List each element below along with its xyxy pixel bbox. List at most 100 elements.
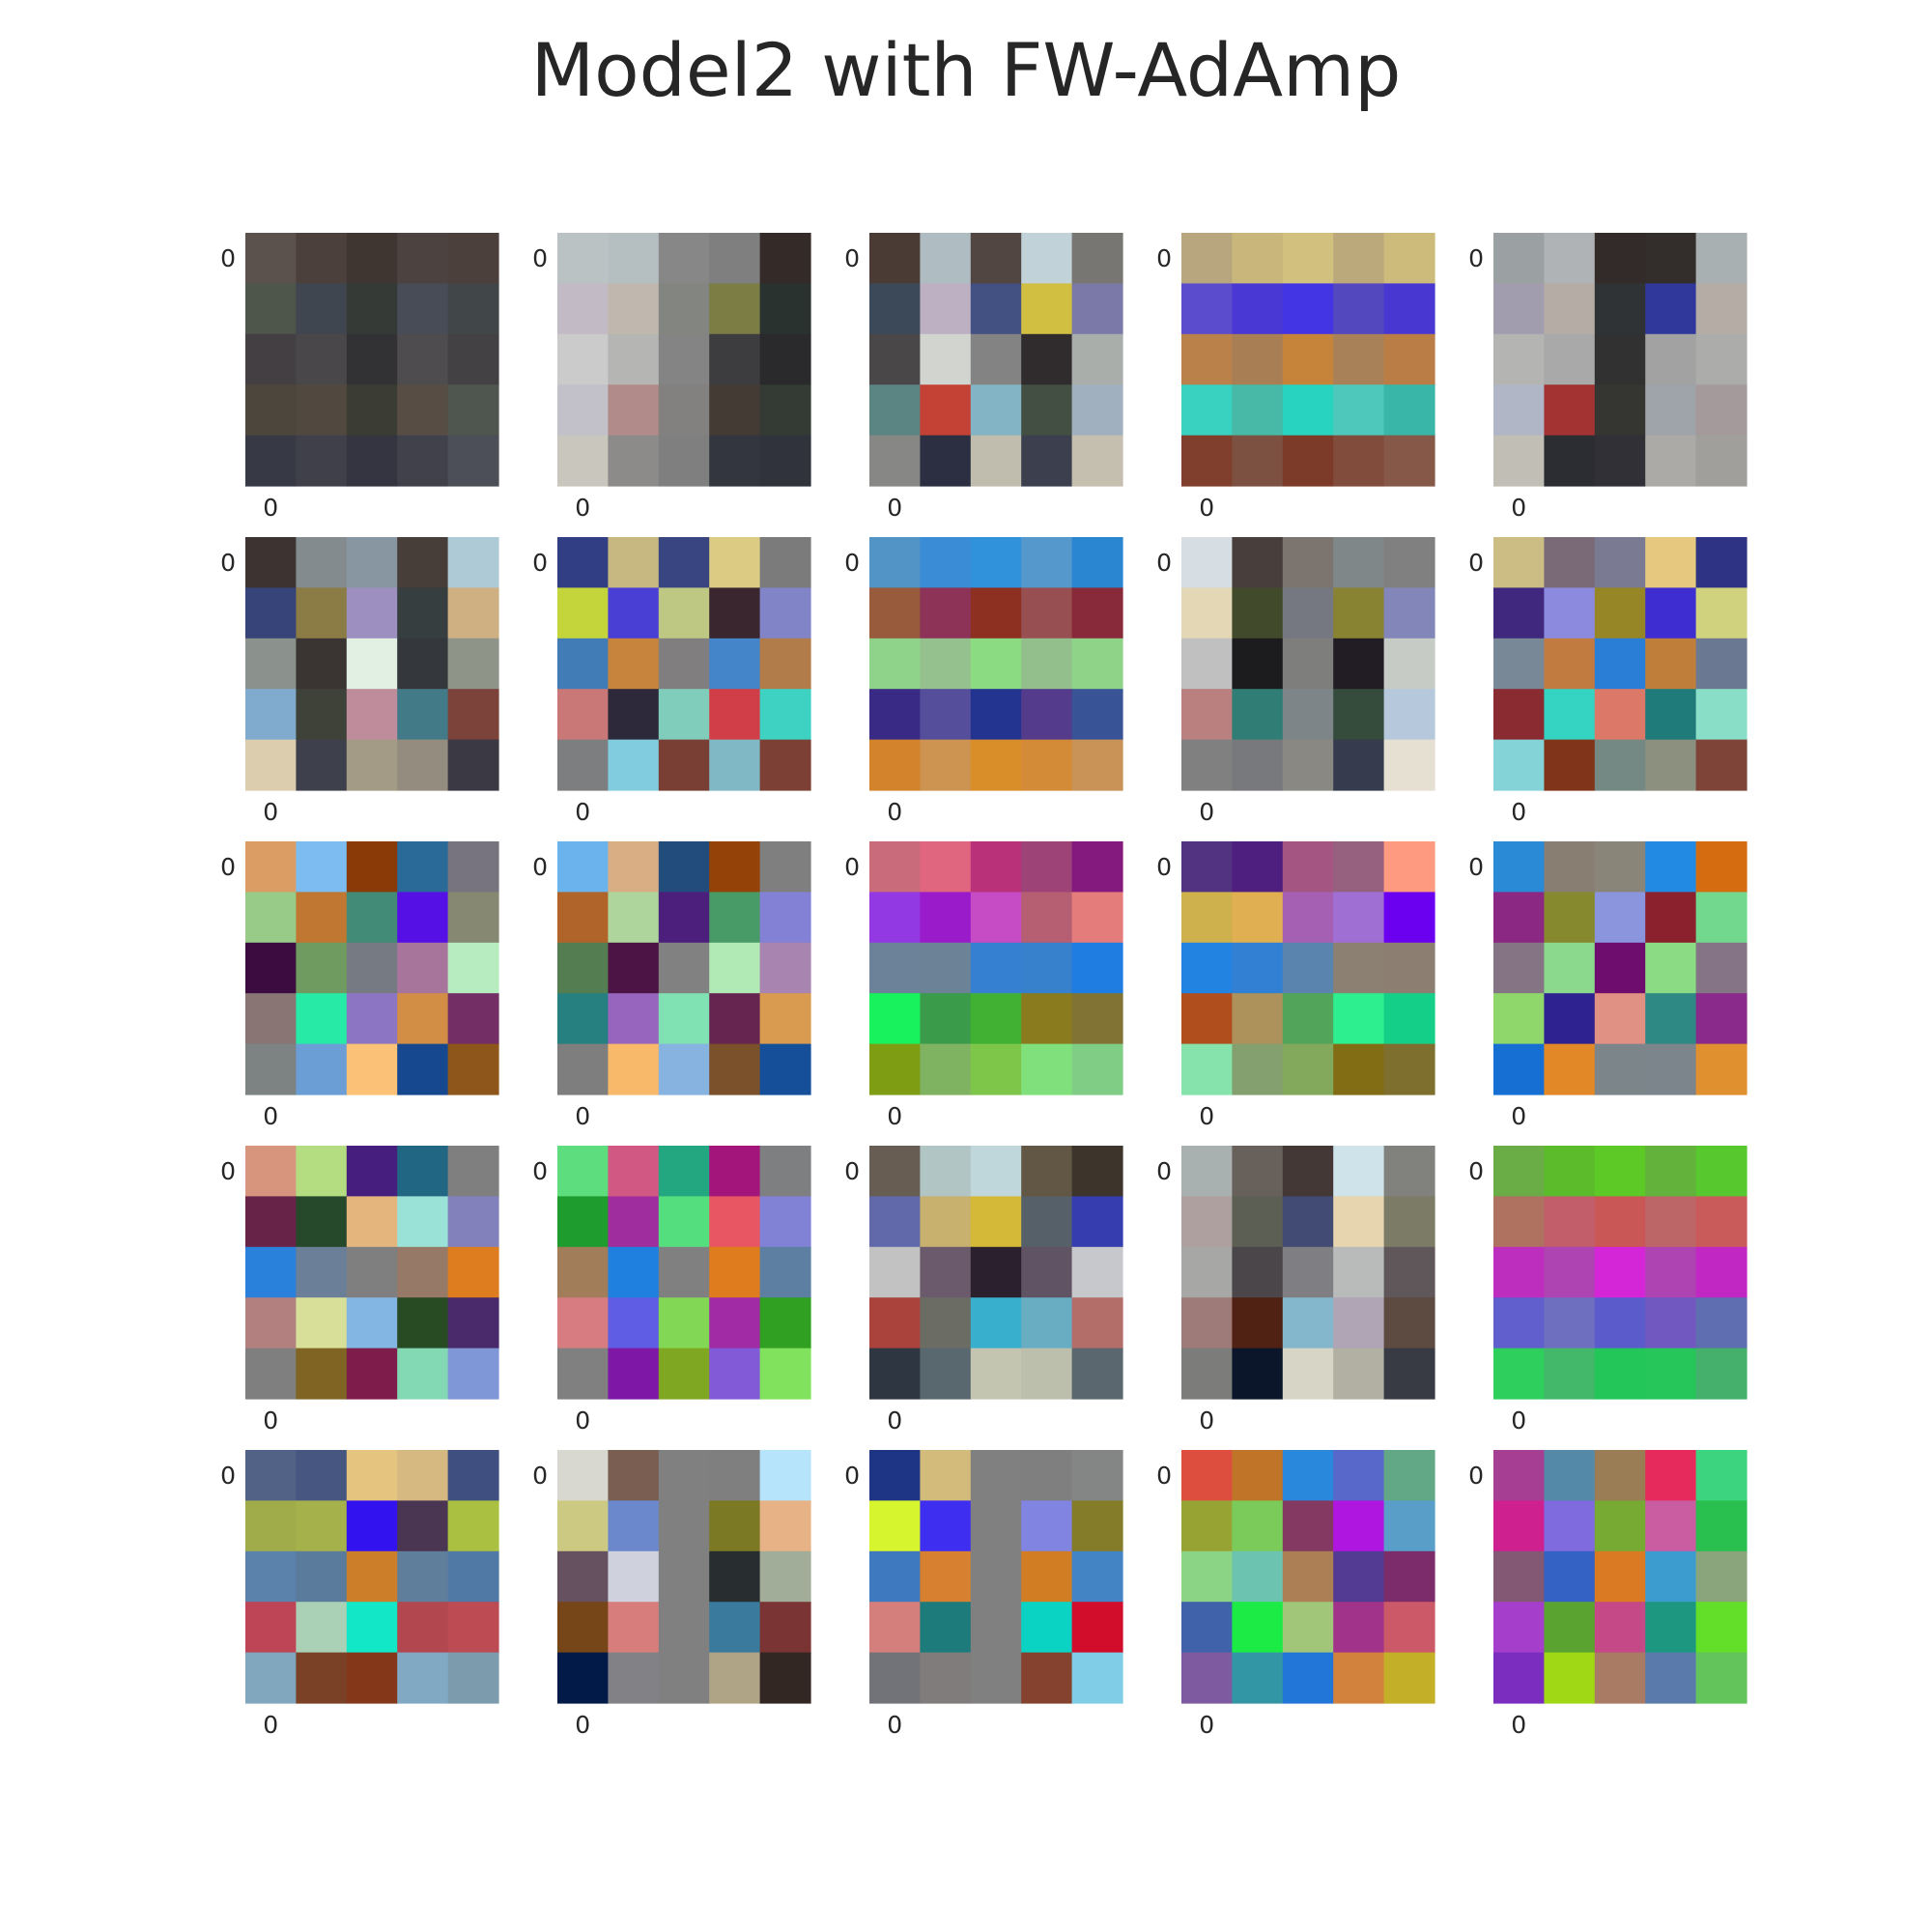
heatmap-cell — [709, 1146, 761, 1197]
heatmap-cell — [869, 384, 921, 437]
heatmap-cell — [970, 1348, 1022, 1400]
heatmap-cell — [1071, 638, 1123, 690]
heatmap-panel: 00 — [532, 841, 811, 1130]
heatmap-cell — [397, 1146, 449, 1197]
heatmap-cell — [1021, 233, 1073, 284]
heatmap-cell — [1695, 1146, 1747, 1197]
heatmap-cell — [1645, 1043, 1697, 1095]
y-tick-label: 0 — [220, 1462, 236, 1490]
heatmap-cell — [1021, 1550, 1073, 1603]
heatmap-cell — [1232, 1500, 1284, 1552]
heatmap-cell — [397, 993, 449, 1045]
heatmap-cell — [759, 1550, 811, 1603]
y-tick-label: 0 — [1468, 244, 1484, 272]
heatmap-cell — [709, 993, 761, 1045]
heatmap-cell — [920, 1246, 972, 1298]
heatmap-cell — [759, 638, 811, 690]
heatmap-cell — [869, 233, 921, 284]
heatmap-cell — [346, 638, 398, 690]
heatmap-cell — [1383, 1652, 1435, 1704]
heatmap-cell — [1645, 435, 1697, 487]
x-tick-label: 0 — [887, 798, 902, 826]
heatmap-cell — [658, 384, 710, 437]
heatmap-cell — [346, 841, 398, 893]
heatmap-cell — [1493, 1246, 1545, 1298]
heatmap-cell — [658, 1500, 710, 1552]
heatmap-cell — [920, 739, 972, 791]
heatmap-cell — [1232, 942, 1284, 994]
heatmap-panel: 00 — [844, 233, 1123, 522]
heatmap-cell — [608, 942, 660, 994]
heatmap-cell — [970, 1246, 1022, 1298]
heatmap-cell — [1282, 1043, 1334, 1095]
heatmap-cell — [1695, 1297, 1747, 1350]
heatmap-cell — [296, 1602, 348, 1654]
heatmap-cell — [346, 283, 398, 335]
heatmap-cell — [920, 1550, 972, 1603]
heatmap-cell — [1181, 1043, 1233, 1095]
heatmap-cell — [245, 1348, 297, 1400]
heatmap-cell — [1181, 333, 1233, 385]
heatmap-cell — [245, 1550, 297, 1603]
heatmap-cell — [447, 1043, 499, 1095]
heatmap-cell — [1594, 841, 1646, 893]
heatmap-cell — [608, 333, 660, 385]
heatmap-cell — [245, 1602, 297, 1654]
heatmap-cell — [346, 1652, 398, 1704]
heatmap-cell — [245, 233, 297, 284]
heatmap-cell — [1493, 333, 1545, 385]
heatmap-cell — [1544, 1348, 1596, 1400]
heatmap-cell — [1181, 1246, 1233, 1298]
heatmap-cell — [759, 1146, 811, 1197]
heatmap-cell — [608, 1196, 660, 1248]
heatmap-cell — [1282, 1550, 1334, 1603]
heatmap-cell — [346, 587, 398, 639]
heatmap-cell — [1071, 384, 1123, 437]
heatmap-cell — [1645, 993, 1697, 1045]
x-tick-label: 0 — [1199, 1406, 1214, 1435]
heatmap-cell — [1383, 435, 1435, 487]
heatmap-cell — [1071, 892, 1123, 944]
heatmap-cell — [709, 333, 761, 385]
heatmap-cell — [1181, 587, 1233, 639]
heatmap-cell — [1333, 993, 1385, 1045]
heatmap-cell — [557, 1450, 609, 1501]
heatmap-cell — [1282, 1196, 1334, 1248]
heatmap-cell — [658, 1652, 710, 1704]
heatmap-cell — [1282, 841, 1334, 893]
heatmap-cell — [346, 1196, 398, 1248]
heatmap-cell — [920, 1500, 972, 1552]
heatmap-cell — [759, 384, 811, 437]
heatmap-cell — [1493, 1146, 1545, 1197]
heatmap-cell — [920, 1348, 972, 1400]
x-tick-label: 0 — [575, 1102, 590, 1130]
heatmap-cell — [1181, 942, 1233, 994]
heatmap-cell — [1383, 1602, 1435, 1654]
heatmap-cell — [1544, 1196, 1596, 1248]
heatmap-cell — [709, 537, 761, 588]
heatmap-cell — [658, 689, 710, 741]
heatmap-cell — [1645, 587, 1697, 639]
heatmap-cell — [869, 435, 921, 487]
heatmap-cell — [557, 841, 609, 893]
x-tick-label: 0 — [575, 1406, 590, 1435]
heatmap-cell — [970, 1602, 1022, 1654]
heatmap-cell — [759, 841, 811, 893]
heatmap-cell — [1695, 435, 1747, 487]
heatmap-panel: 00 — [220, 1450, 499, 1739]
heatmap-cell — [557, 993, 609, 1045]
heatmap-cell — [920, 942, 972, 994]
heatmap-cell — [245, 1146, 297, 1197]
heatmap-cell — [296, 587, 348, 639]
heatmap-cell — [346, 892, 398, 944]
heatmap-cell — [1594, 435, 1646, 487]
heatmap-cell — [658, 1246, 710, 1298]
heatmap-cell — [970, 638, 1022, 690]
heatmap-cell — [920, 283, 972, 335]
heatmap-panel: 00 — [1156, 537, 1435, 826]
heatmap-cell — [759, 537, 811, 588]
heatmap-cell — [709, 435, 761, 487]
heatmap-cell — [1493, 892, 1545, 944]
heatmap-cell — [346, 1602, 398, 1654]
